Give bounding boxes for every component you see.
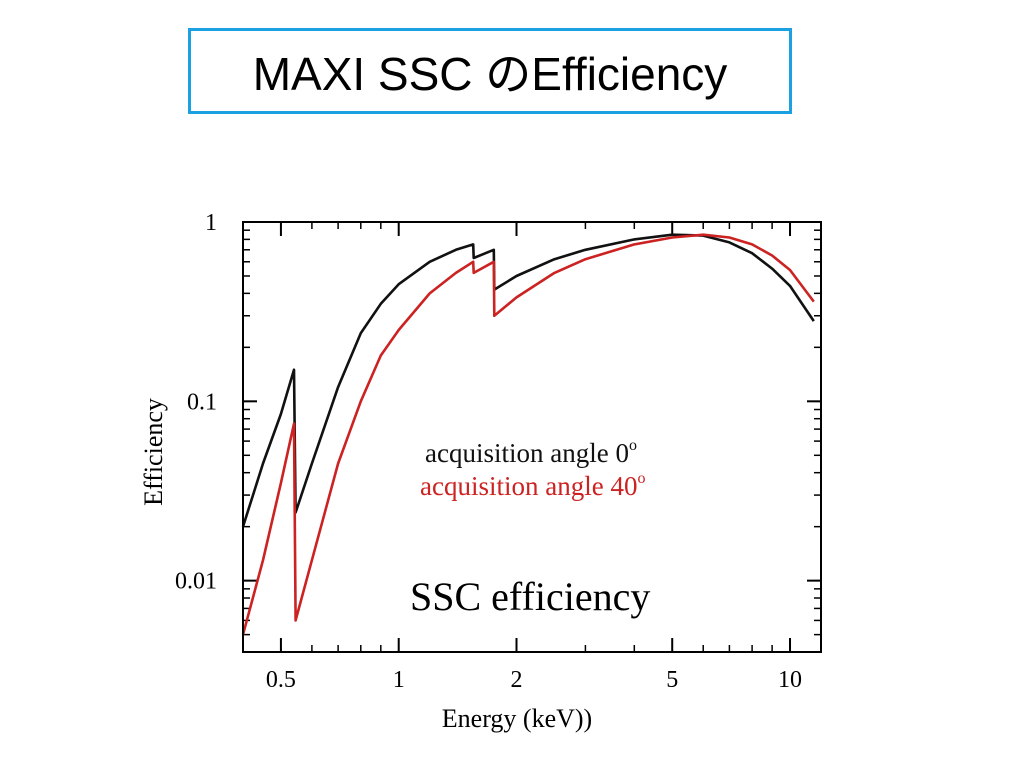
y-tick-label: 1 [205,210,217,236]
x-tick-label: 5 [666,667,678,693]
x-tick-label: 0.5 [266,667,296,693]
x-tick-label: 1 [393,667,405,693]
y-axis-title: Efficiency [139,398,168,506]
y-tick-label: 0.01 [175,569,217,595]
slide-title: MAXI SSC のEfficiency [188,28,792,114]
slide-title-text: MAXI SSC のEfficiency [252,48,728,100]
legend-entry-40deg-label: acquisition angle 40 [420,471,637,501]
y-tick-label: 0.1 [187,389,217,415]
x-tick-labels: 0.5 1 2 5 10 [266,667,802,693]
legend-entry-40deg-sup: o [637,470,645,487]
legend-entry-0deg-label: acquisition angle 0 [425,438,629,468]
series-layer [241,233,815,635]
x-tick-label: 2 [511,667,523,693]
plot-title: SSC efficiency [410,574,650,619]
series-line-40deg [241,233,815,635]
x-tick-label: 10 [778,667,802,693]
legend-entry-0deg-sup: o [629,437,637,454]
legend-entry-40deg: acquisition angle 40o [420,470,645,501]
plot-frame [242,221,822,653]
x-axis-title: Energy (keV)) [442,704,592,733]
series-line-0deg [241,233,815,528]
y-tick-labels: 1 0.1 0.01 [175,210,217,595]
legend-entry-0deg: acquisition angle 0o [425,437,637,468]
